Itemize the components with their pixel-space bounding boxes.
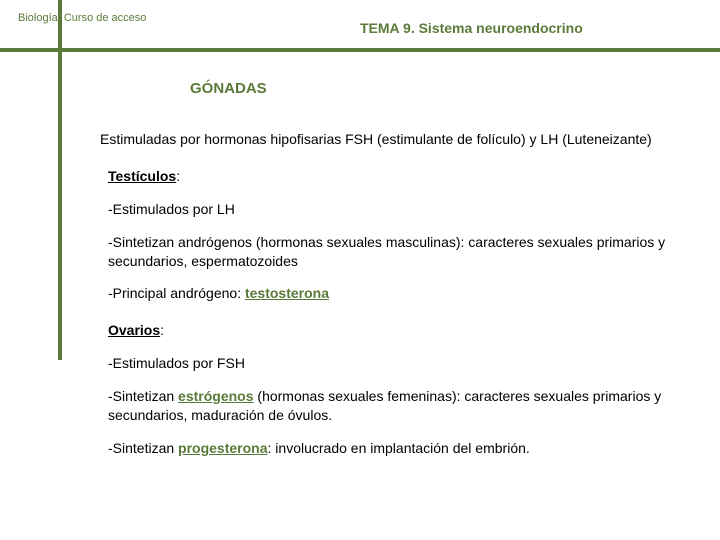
slide-content: Estimuladas por hormonas hipofisarias FS… [100, 130, 680, 476]
ovarios-p2-prefix: -Sintetizan [108, 388, 178, 404]
ovarios-title: Ovarios [108, 322, 160, 338]
testiculos-colon: : [176, 168, 180, 184]
testiculos-title-line: Testículos: [108, 167, 680, 186]
testosterona-keyword: testosterona [245, 285, 329, 301]
ovarios-block: Ovarios: -Estimulados por FSH -Sintetiza… [108, 321, 680, 457]
course-label: Biología. Curso de acceso [18, 12, 146, 24]
section-title: GÓNADAS [190, 80, 267, 97]
estrogenos-keyword: estrógenos [178, 388, 253, 404]
ovarios-p2: -Sintetizan estrógenos (hormonas sexuale… [108, 387, 680, 425]
ovarios-p1: -Estimulados por FSH [108, 354, 680, 373]
testiculos-p3-prefix: -Principal andrógeno: [108, 285, 245, 301]
intro-paragraph: Estimuladas por hormonas hipofisarias FS… [100, 130, 680, 149]
ovarios-p3-suffix: : involucrado en implantación del embrió… [268, 440, 530, 456]
vertical-divider [58, 0, 62, 360]
horizontal-divider [0, 48, 720, 52]
progesterona-keyword: progesterona [178, 440, 267, 456]
testiculos-p2: -Sintetizan andrógenos (hormonas sexuale… [108, 233, 680, 271]
ovarios-p3-prefix: -Sintetizan [108, 440, 178, 456]
testiculos-p1: -Estimulados por LH [108, 200, 680, 219]
topic-title: TEMA 9. Sistema neuroendocrino [360, 20, 583, 36]
testiculos-title: Testículos [108, 168, 176, 184]
testiculos-p3: -Principal andrógeno: testosterona [108, 284, 680, 303]
testiculos-block: Testículos: -Estimulados por LH -Sinteti… [108, 167, 680, 303]
ovarios-p3: -Sintetizan progesterona: involucrado en… [108, 439, 680, 458]
ovarios-title-line: Ovarios: [108, 321, 680, 340]
ovarios-colon: : [160, 322, 164, 338]
